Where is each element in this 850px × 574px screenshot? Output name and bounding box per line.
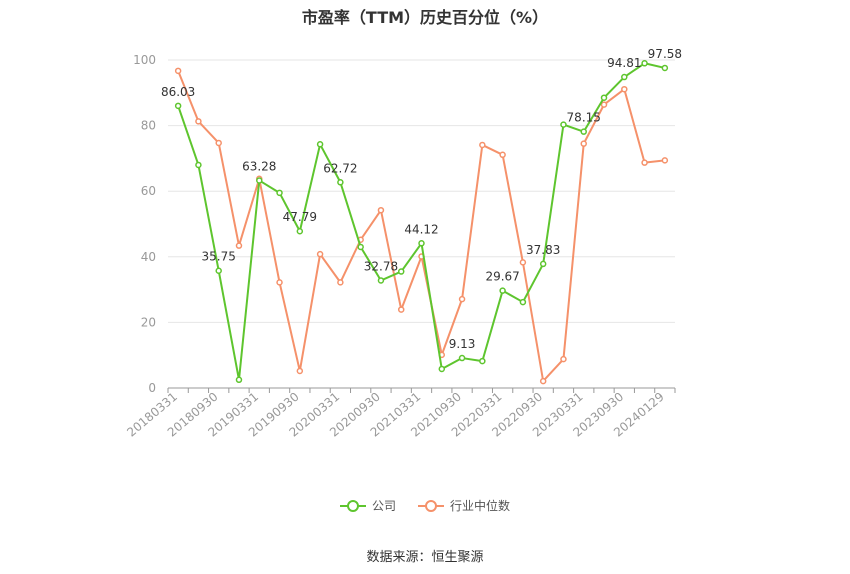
data-point-industry-median <box>296 367 304 375</box>
legend-swatch-company <box>339 499 366 513</box>
data-point-company <box>195 161 202 169</box>
data-point-industry-median <box>316 250 324 258</box>
y-tick-label: 80 <box>141 119 156 133</box>
data-point-company <box>235 376 243 384</box>
data-point-industry-median <box>519 259 527 266</box>
data-label: 94.81 <box>607 56 641 70</box>
data-label: 62.72 <box>323 161 357 175</box>
data-point-company <box>499 287 506 294</box>
data-point-industry-median <box>661 157 669 164</box>
data-label: 78.15 <box>567 111 601 125</box>
data-label: 9.13 <box>449 337 476 351</box>
data-point-industry-median <box>499 151 506 159</box>
data-point-company <box>397 268 405 275</box>
data-label: 35.75 <box>202 250 236 264</box>
data-label: 47.79 <box>283 210 317 224</box>
data-point-company <box>337 179 344 186</box>
data-point-industry-median <box>174 67 182 75</box>
data-label: 29.67 <box>485 270 519 284</box>
data-point-company <box>174 102 182 110</box>
data-point-company <box>519 298 527 306</box>
data-labels: 86.03 35.75 63.28 47.79 62.72 32.78 44.12 9.13 2… <box>161 47 682 351</box>
data-point-industry-median <box>580 140 587 147</box>
data-point-industry-median <box>560 355 567 363</box>
data-point-company <box>377 277 385 284</box>
data-point-industry-median <box>479 141 486 149</box>
data-point-company <box>539 260 547 268</box>
data-point-company <box>641 60 648 67</box>
y-tick-label: 40 <box>141 250 156 264</box>
legend: 公司 行业中位数 <box>0 497 850 514</box>
data-point-company <box>621 73 628 81</box>
data-point-industry-median <box>600 101 608 108</box>
data-point-company <box>276 189 283 197</box>
data-label: 37.83 <box>526 243 560 257</box>
data-point-company <box>580 128 587 135</box>
legend-item-industry-median[interactable]: 行业中位数 <box>418 497 510 514</box>
chart-title: 市盈率（TTM）历史百分位（%） <box>301 8 549 27</box>
grid-lines <box>168 59 675 323</box>
data-point-company <box>215 267 222 274</box>
series-layer <box>174 60 669 385</box>
data-label: 32.78 <box>364 259 398 273</box>
data-point-company <box>296 227 304 235</box>
data-point-industry-median <box>397 306 405 313</box>
legend-swatch-industry-median <box>418 499 444 513</box>
data-point-company <box>418 240 425 247</box>
data-point-company <box>256 177 263 184</box>
data-source: 数据来源：恒生聚源 <box>366 550 484 565</box>
y-tick-label: 100 <box>133 53 156 67</box>
data-point-company <box>458 354 466 362</box>
y-tick-label: 0 <box>148 381 156 395</box>
pe-percentile-chart: 0204060801002018033120180930201903312019… <box>124 47 682 440</box>
data-point-company <box>479 357 486 365</box>
data-point-industry-median <box>276 279 283 286</box>
data-point-industry-median <box>458 295 466 303</box>
data-point-industry-median <box>215 139 222 147</box>
data-label: 63.28 <box>242 159 276 173</box>
y-tick-label: 20 <box>141 315 156 329</box>
data-point-company <box>661 64 669 72</box>
y-tick-label: 60 <box>141 184 156 198</box>
data-label: 44.12 <box>404 222 438 236</box>
data-point-company <box>560 121 567 128</box>
data-point-company <box>600 94 608 101</box>
data-point-industry-median <box>621 85 628 93</box>
legend-label-industry-median: 行业中位数 <box>450 499 511 513</box>
data-label: 97.58 <box>648 47 682 61</box>
data-point-industry-median <box>539 377 547 385</box>
legend-item-company[interactable]: 公司 <box>339 497 396 514</box>
legend-label-company: 公司 <box>371 499 396 513</box>
data-point-industry-median <box>235 242 243 249</box>
data-point-company <box>438 365 446 373</box>
data-label: 86.03 <box>161 85 195 99</box>
data-point-industry-median <box>377 206 385 214</box>
data-point-industry-median <box>641 159 648 166</box>
data-point-industry-median <box>337 279 344 286</box>
data-point-company <box>357 243 364 251</box>
data-point-industry-median <box>195 118 202 125</box>
data-point-company <box>316 141 324 148</box>
